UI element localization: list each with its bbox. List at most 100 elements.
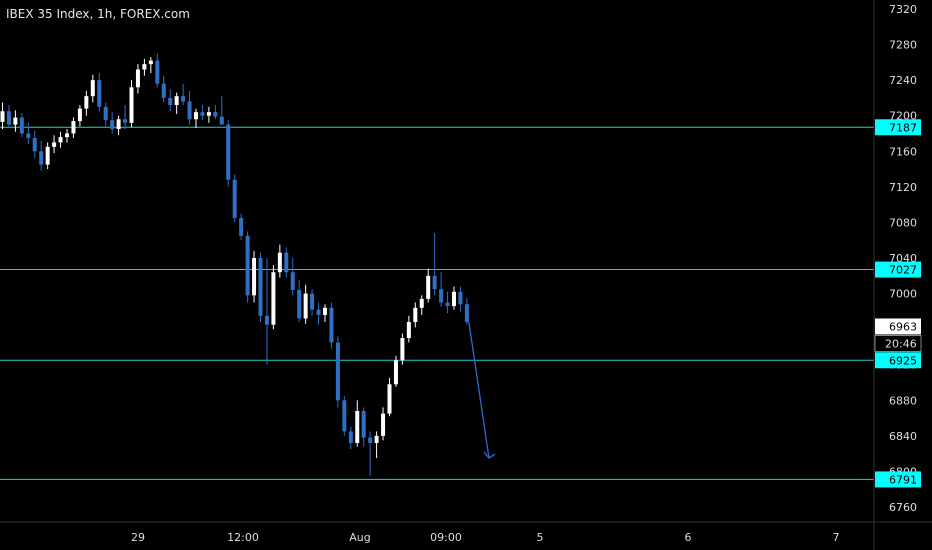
candle-up — [65, 133, 69, 138]
candle-down — [26, 133, 31, 138]
countdown-label: 20:46 — [885, 337, 917, 350]
y-tick-label: 7280 — [889, 39, 917, 52]
candle-up — [142, 64, 147, 70]
arrow-line — [468, 321, 490, 459]
y-tick-label: 6760 — [889, 501, 917, 514]
arrow-head — [483, 451, 496, 459]
y-tick-label: 7320 — [889, 3, 917, 16]
candle-down — [226, 124, 231, 180]
candle-down — [39, 151, 44, 165]
y-tick-label: 7160 — [889, 145, 917, 158]
level-price-box — [875, 119, 921, 136]
x-tick-label: 12:00 — [227, 531, 259, 544]
candle-up — [71, 121, 76, 134]
candle-down — [32, 137, 37, 152]
candle-up — [303, 293, 308, 319]
candle-up — [374, 435, 379, 443]
level-price-box — [875, 352, 921, 369]
candle-down — [123, 119, 128, 123]
candle-down — [110, 120, 115, 130]
candle-down — [264, 315, 269, 325]
level-price-label: 7187 — [889, 121, 917, 134]
candle-down — [245, 235, 250, 296]
candle-up — [135, 69, 140, 88]
candle-down — [348, 431, 353, 443]
x-tick-label: 29 — [131, 531, 145, 544]
candle-up — [0, 111, 5, 122]
candle-up — [194, 112, 198, 120]
x-tick-label: Aug — [349, 531, 370, 544]
candle-down — [168, 97, 173, 106]
candle-down — [213, 112, 218, 117]
candle-down — [200, 112, 205, 116]
candle-down — [432, 275, 437, 290]
candle-up — [116, 119, 121, 130]
candle-down — [439, 289, 444, 303]
level-price-label: 6791 — [889, 473, 917, 486]
candle-up — [84, 96, 89, 109]
y-tick-label: 7120 — [889, 181, 917, 194]
countdown-box — [874, 335, 922, 352]
candle-down — [161, 83, 166, 98]
candle-up — [323, 307, 327, 315]
candle-up — [52, 142, 57, 147]
y-tick-label: 6840 — [889, 430, 917, 443]
candle-up — [413, 307, 418, 323]
candle-down — [6, 111, 11, 125]
candle-up — [426, 275, 431, 299]
level-price-box — [875, 261, 921, 278]
candle-up — [271, 272, 276, 325]
level-price-label: 6925 — [889, 354, 917, 367]
x-tick-label: 6 — [685, 531, 692, 544]
candle-down — [445, 302, 450, 307]
y-tick-label: 7000 — [889, 288, 917, 301]
x-tick-label: 5 — [537, 531, 544, 544]
candle-down — [464, 304, 469, 323]
candle-down — [290, 272, 295, 291]
candle-up — [58, 137, 63, 143]
current-price-box — [875, 318, 921, 335]
chart-title: IBEX 35 Index, 1h, FOREX.com — [6, 7, 190, 21]
candle-up — [90, 80, 95, 97]
y-tick-label: 7240 — [889, 74, 917, 87]
level-price-box — [875, 471, 921, 488]
candle-down — [155, 60, 160, 84]
candle-down — [103, 106, 108, 121]
candle-up — [419, 298, 424, 308]
candle-up — [406, 322, 411, 339]
time-axis: 29 12:00 Aug 09:00 5 6 7 — [0, 521, 932, 544]
candles — [0, 53, 469, 476]
candle-up — [387, 384, 392, 414]
candle-up — [206, 112, 211, 116]
y-tick-label: 7080 — [889, 216, 917, 229]
candle-up — [393, 360, 398, 385]
projection-arrow — [468, 321, 496, 459]
candle-down — [187, 101, 192, 120]
candle-up — [129, 87, 134, 123]
candle-up — [277, 252, 282, 273]
candle-down — [316, 309, 321, 315]
candle-down — [335, 342, 340, 401]
current-price-label: 6963 — [889, 320, 917, 333]
candle-down — [219, 116, 224, 125]
candle-down — [458, 291, 463, 305]
price-labels: 7187 7027 6925 6791 6963 20:46 — [874, 119, 922, 488]
candle-up — [400, 338, 405, 361]
candle-down — [297, 290, 302, 319]
candle-up — [355, 410, 360, 443]
candle-up — [252, 258, 257, 296]
candle-down — [181, 96, 186, 102]
x-tick-label: 09:00 — [430, 531, 462, 544]
candle-up — [452, 291, 456, 307]
x-tick-label: 7 — [833, 531, 840, 544]
candle-down — [361, 410, 366, 438]
candle-up — [45, 146, 50, 165]
candle-up — [148, 60, 153, 65]
candle-down — [310, 293, 315, 310]
candle-down — [368, 437, 373, 443]
candle-down — [284, 252, 289, 273]
y-tick-label: 6880 — [889, 394, 917, 407]
candle-down — [258, 258, 263, 316]
level-price-label: 7027 — [889, 264, 917, 277]
